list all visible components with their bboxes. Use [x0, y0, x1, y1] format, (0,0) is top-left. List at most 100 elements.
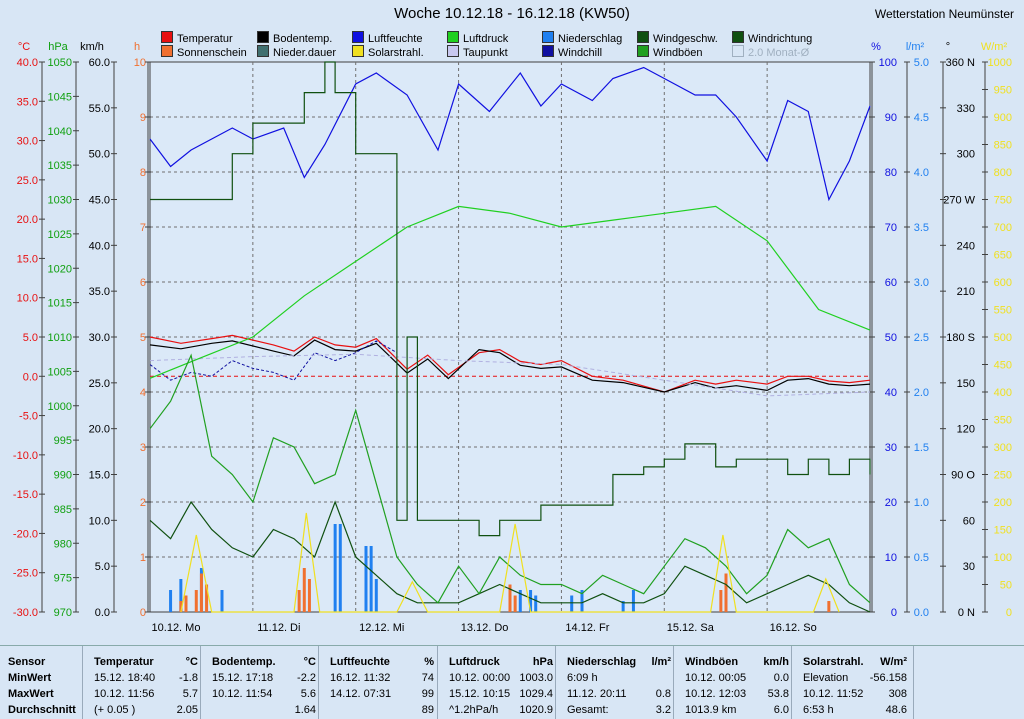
stats-cell-value: 1029.4 [519, 688, 553, 700]
dir-tick-label: 90 O [951, 470, 975, 482]
solar-tick-label: 100 [994, 552, 1012, 564]
press-tick-label: 975 [54, 573, 72, 585]
wind-tick-label: 5.0 [95, 561, 110, 573]
series-line-windrichtung [150, 61, 871, 537]
sun-tick-label: 5 [140, 332, 146, 344]
legend-item: Nieder.dauer [257, 45, 336, 59]
rain-tick-label: 1.5 [914, 442, 929, 454]
stats-cell-value: -1.8 [179, 672, 198, 684]
stats-group-name: Niederschlag [567, 656, 637, 668]
dir-tick-label: 30 [963, 561, 975, 573]
sunshine-bar [513, 595, 517, 612]
legend-swatch [542, 31, 554, 43]
hum-tick-label: 40 [885, 387, 897, 399]
rain-bar [338, 524, 342, 612]
solar-tick-label: 550 [994, 305, 1012, 317]
legend-label: Nieder.dauer [273, 47, 336, 59]
sunshine-bar [194, 590, 198, 612]
solar-tick-label: 450 [994, 360, 1012, 372]
stats-cell-label: Elevation [803, 672, 849, 684]
temp-tick-label: 20.0 [17, 214, 38, 226]
stats-row-label: Durchschnitt [8, 704, 76, 716]
legend-label: Luftfeuchte [368, 33, 423, 45]
stats-cell-label: 10.12. 00:05 [685, 672, 747, 684]
temp-tick-label: 0.0 [23, 371, 38, 383]
wind-tick-label: 40.0 [89, 240, 110, 252]
stats-cell-value: 1003.0 [519, 672, 553, 684]
hum-tick-label: 30 [885, 442, 897, 454]
series-line-windchill [149, 340, 398, 381]
legend-swatch [161, 31, 173, 43]
temp-tick-label: 15.0 [17, 253, 38, 265]
wind-tick-label: 45.0 [89, 195, 110, 207]
rain-tick-label: 5.0 [914, 57, 929, 69]
stats-cell-label: 6:53 h [803, 704, 834, 716]
x-tick-label: 14.12. Fr [565, 622, 609, 634]
stats-cell-label: 15.12. 17:18 [212, 672, 274, 684]
legend-label: Windrichtung [748, 33, 813, 45]
wind-tick-label: 55.0 [89, 103, 110, 115]
wind-tick-label: 10.0 [89, 515, 110, 527]
temp-tick-label: 35.0 [17, 96, 38, 108]
stats-cell-label: 16.12. 11:32 [330, 672, 391, 684]
rain-tick-label: 0.0 [914, 607, 929, 619]
press-tick-label: 1020 [48, 263, 72, 275]
solar-tick-label: 150 [994, 525, 1012, 537]
rain-tick-label: 2.5 [914, 332, 929, 344]
legend-swatch [352, 31, 364, 43]
x-tick-label: 15.12. Sa [667, 622, 715, 634]
press-tick-label: 1045 [48, 91, 72, 103]
stats-separator [555, 646, 556, 719]
wind-unit-label: km/h [80, 41, 104, 53]
dir-tick-label: 180 S [946, 332, 975, 344]
press-tick-label: 1000 [48, 401, 72, 413]
temp-tick-label: -30.0 [13, 607, 38, 619]
sunshine-bar [719, 590, 723, 612]
rain-tick-label: 4.0 [914, 167, 929, 179]
stats-cell-label: ^1.2hPa/h [449, 704, 499, 716]
rain-bar [621, 601, 625, 612]
legend-item: 2.0 Monat-Ø [732, 45, 809, 59]
x-tick-label: 12.12. Mi [359, 622, 404, 634]
stats-separator [82, 646, 83, 719]
temp-tick-label: -15.0 [13, 489, 38, 501]
legend-item: Luftfeuchte [352, 31, 422, 45]
wind-tick-label: 60.0 [89, 57, 110, 69]
temp-tick-label: 40.0 [17, 57, 38, 69]
legend-label: 2.0 Monat-Ø [748, 47, 810, 59]
stats-group-name: Solarstrahl. [803, 656, 864, 668]
hum-tick-label: 50 [885, 332, 897, 344]
series-line-solarstrahl- [180, 512, 840, 613]
solar-tick-label: 1000 [988, 57, 1012, 69]
press-tick-label: 985 [54, 504, 72, 516]
dir-tick-label: 120 [957, 424, 975, 436]
stats-group-unit: W/m² [880, 656, 907, 668]
legend-item: Sonnenschein [161, 45, 247, 59]
rain-tick-label: 2.0 [914, 387, 929, 399]
stats-separator [200, 646, 201, 719]
station-name: Wetterstation Neumünster [874, 7, 1014, 21]
stats-cell-value: -56.158 [869, 672, 907, 684]
stats-group-unit: °C [185, 656, 198, 668]
stats-group-unit: hPa [532, 656, 553, 668]
legend-label: Bodentemp. [273, 33, 333, 45]
stats-separator [673, 646, 674, 719]
stats-cell-label: 11.12. 20:11 [567, 688, 627, 700]
press-tick-label: 1030 [48, 195, 72, 207]
sunshine-bar [827, 601, 831, 612]
temp-tick-label: -10.0 [13, 450, 38, 462]
sun-tick-label: 1 [140, 552, 146, 564]
legend-swatch [352, 45, 364, 57]
sun-tick-label: 9 [140, 112, 146, 124]
sun-tick-label: 0 [140, 607, 146, 619]
legend-swatch [637, 31, 649, 43]
legend-label: Luftdruck [463, 33, 509, 45]
legend-item: Windgeschw. [637, 31, 718, 45]
x-tick-label: 16.12. So [770, 622, 817, 634]
press-tick-label: 1040 [48, 126, 72, 138]
stats-group-name: Luftdruck [449, 656, 500, 668]
wind-tick-label: 20.0 [89, 424, 110, 436]
stats-cell-label: 10.12. 00:00 [449, 672, 511, 684]
series-line-taupunkt [149, 353, 871, 397]
stats-cell-value: 5.7 [182, 688, 198, 700]
